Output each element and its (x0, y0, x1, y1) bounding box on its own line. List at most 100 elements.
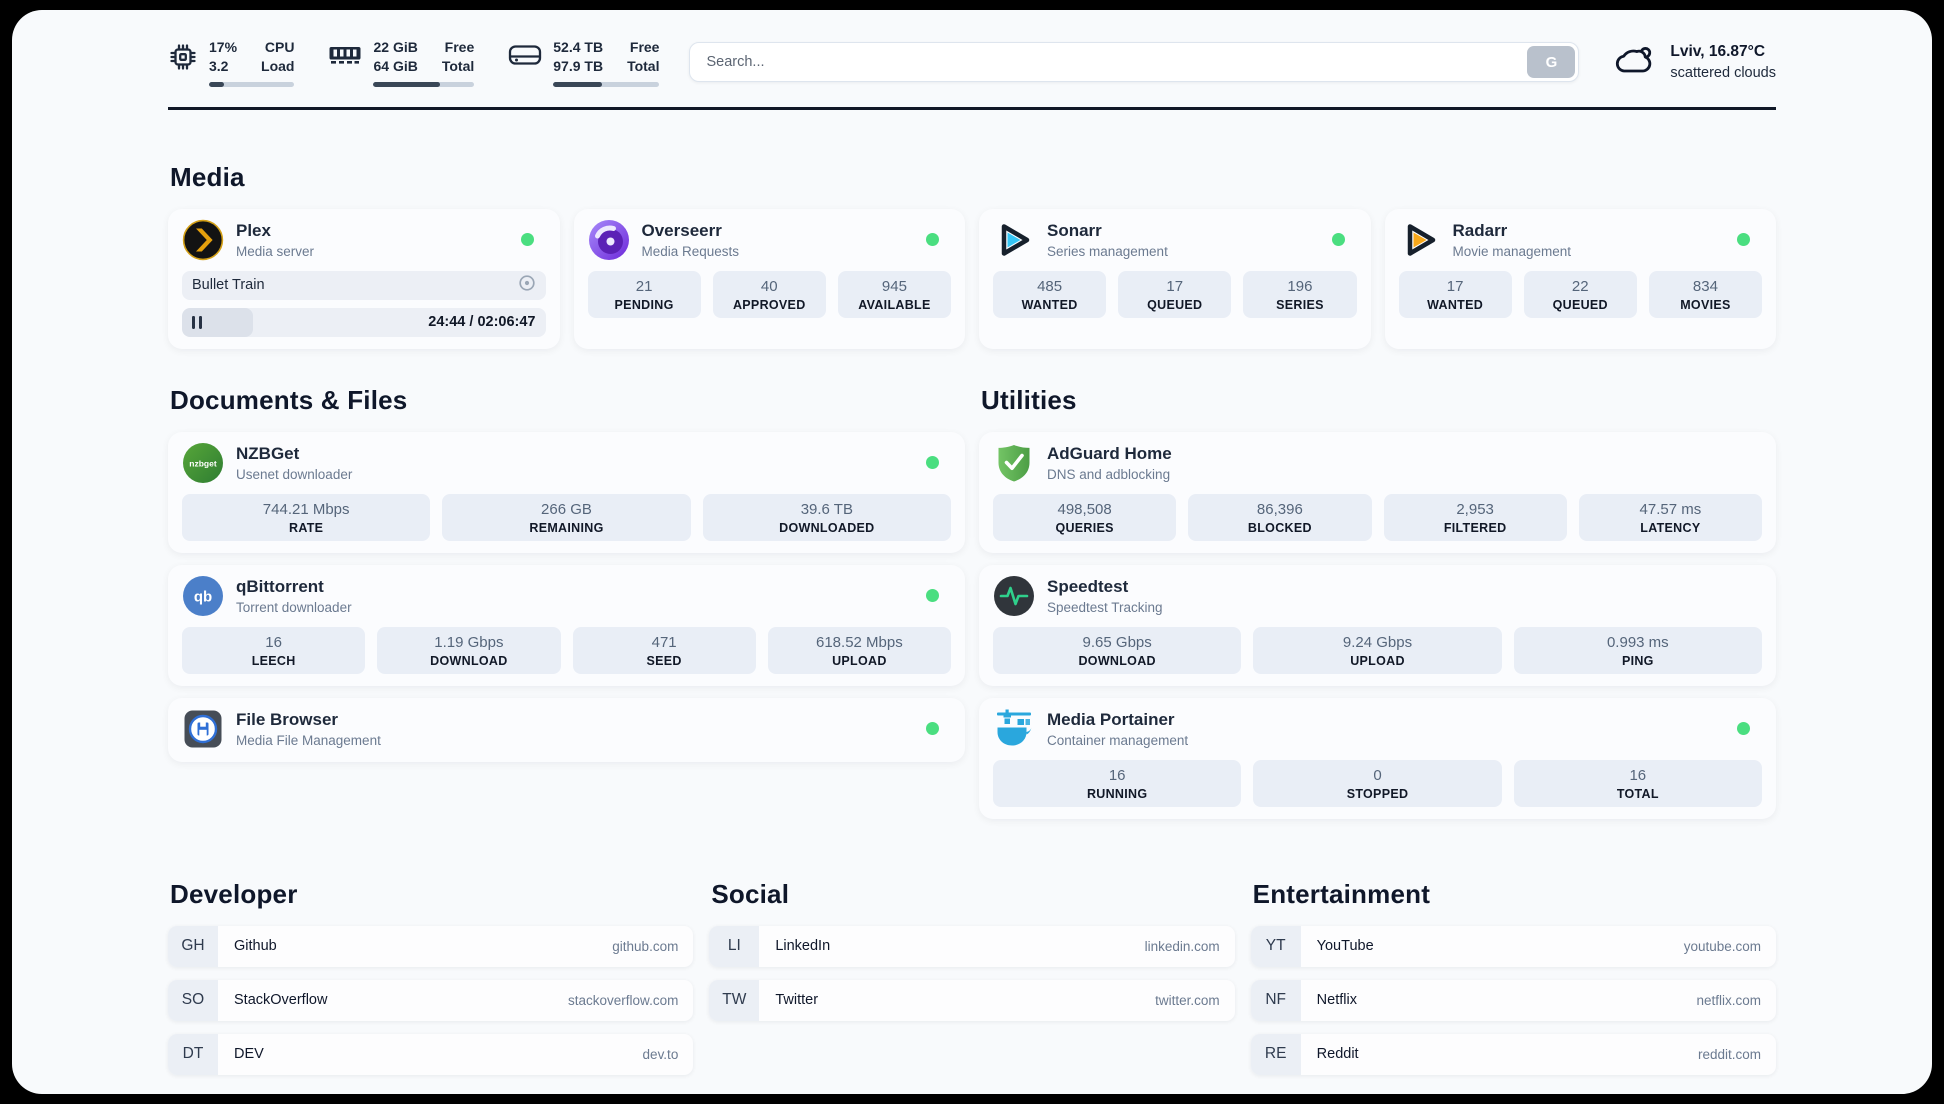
service-description: Media server (236, 243, 315, 259)
service-card-nzbget[interactable]: nzbget NZBGet Usenet downloader 744.21 M… (168, 431, 965, 553)
bookmark-name: LinkedIn (775, 938, 831, 955)
stat-block: 17 QUEUED (1118, 270, 1232, 318)
service-name: Speedtest (1047, 576, 1129, 596)
bookmark-row-netflix[interactable]: NF Netflix netflix.com (1250, 979, 1776, 1021)
status-dot (520, 233, 534, 247)
stat-block: 9.65 Gbps DOWNLOAD (993, 626, 1242, 674)
bookmark-row-dev[interactable]: DT DEV dev.to (168, 1033, 694, 1075)
service-card-qbittorrent[interactable]: qb qBittorrent Torrent downloader 16 LEE… (168, 564, 965, 686)
bookmark-abbr: YT (1250, 925, 1301, 967)
weather-summary: Lviv, 16.87°C (1670, 43, 1766, 61)
pause-button[interactable] (192, 315, 203, 329)
adguard-icon (993, 442, 1035, 484)
bookmark-url: twitter.com (1155, 992, 1220, 1008)
disk-total: 97.9 TB (553, 57, 604, 74)
service-name: Radarr (1452, 220, 1508, 240)
stat-block: 0 STOPPED (1253, 759, 1502, 807)
bookmark-name: StackOverflow (234, 992, 328, 1009)
now-playing-progress-row: 24:44 / 02:06:47 (182, 307, 546, 337)
service-name: Sonarr (1047, 220, 1102, 240)
bookmark-row-youtube[interactable]: YT YouTube youtube.com (1250, 925, 1776, 967)
service-card-plex[interactable]: Plex Media server Bullet Train (168, 208, 560, 349)
bookmark-url: dev.to (642, 1046, 679, 1062)
cpu-label: CPU (264, 39, 295, 55)
disk-progress-bar (553, 81, 660, 87)
service-card-sonarr[interactable]: Sonarr Series management 485 WANTED 17 Q… (979, 208, 1371, 349)
section-utilities: Utilities AdGuard Home DNS and (979, 385, 1776, 831)
bookmark-abbr: RE (1250, 1033, 1301, 1075)
section-title-developer: Developer (170, 878, 298, 909)
service-card-adguard[interactable]: AdGuard Home DNS and adblocking 498,508 … (979, 431, 1776, 553)
service-name: Media Portainer (1047, 709, 1175, 729)
bookmark-row-github[interactable]: GH Github github.com (168, 925, 694, 967)
sonarr-icon (993, 219, 1035, 261)
service-card-radarr[interactable]: Radarr Movie management 17 WANTED 22 QUE… (1384, 208, 1776, 349)
status-dot (926, 589, 939, 603)
bookmark-row-stackoverflow[interactable]: SO StackOverflow stackoverflow.com (168, 979, 694, 1021)
section-media: Media Plex Media server (168, 162, 1776, 349)
bookmark-name: DEV (234, 1046, 264, 1063)
service-name: Overseerr (641, 220, 722, 240)
bookmark-row-linkedin[interactable]: LI LinkedIn linkedin.com (709, 925, 1235, 967)
stat-block: 17 WANTED (1398, 270, 1512, 318)
section-title-documents: Documents & Files (170, 384, 408, 415)
portainer-icon (993, 708, 1035, 750)
memory-free: 22 GiB (373, 39, 418, 55)
stat-block: 16 TOTAL (1513, 759, 1762, 807)
status-dot (926, 456, 939, 470)
memory-free-label: Free (444, 39, 475, 55)
disk-total-label: Total (627, 57, 660, 74)
disk-icon (508, 38, 542, 68)
stat-block: 86,396 BLOCKED (1188, 493, 1372, 541)
now-playing-title-row: Bullet Train (182, 270, 546, 300)
stat-block: 16 LEECH (182, 626, 366, 674)
disk-widget: 52.4 TB 97.9 TB Free Total (508, 38, 660, 87)
header-divider (168, 106, 1776, 110)
service-card-speedtest[interactable]: Speedtest Speedtest Tracking 9.65 Gbps D… (979, 564, 1776, 686)
qbittorrent-icon: qb (182, 575, 224, 617)
bookmark-url: reddit.com (1697, 1046, 1761, 1062)
resource-monitors: 17% 3.2 CPU Load (168, 38, 660, 87)
disk-free: 52.4 TB (553, 39, 604, 55)
memory-widget: 22 GiB 64 GiB Free Total (328, 38, 475, 87)
service-card-portainer[interactable]: Media Portainer Container management 16 … (979, 697, 1776, 819)
bookmark-row-reddit[interactable]: RE Reddit reddit.com (1250, 1033, 1776, 1075)
bookmark-abbr: DT (168, 1033, 218, 1075)
plex-icon (182, 219, 224, 261)
video-icon (518, 274, 536, 296)
bookmark-url: netflix.com (1696, 992, 1761, 1008)
bookmark-row-twitter[interactable]: TW Twitter twitter.com (709, 979, 1235, 1021)
search-input[interactable] (690, 54, 1528, 71)
bookmark-abbr: NF (1250, 979, 1301, 1021)
section-documents: Documents & Files nzbget NZBGet (168, 385, 965, 774)
service-card-filebrowser[interactable]: File Browser Media File Management (168, 697, 965, 762)
stat-block: 40 APPROVED (712, 270, 826, 318)
memory-icon (328, 38, 362, 68)
stat-block: 22 QUEUED (1523, 270, 1637, 318)
status-dot (926, 722, 939, 736)
cpu-widget: 17% 3.2 CPU Load (168, 38, 295, 87)
service-card-overseerr[interactable]: Overseerr Media Requests 21 PENDING 40 A… (573, 208, 965, 349)
service-description: Media File Management (236, 732, 381, 748)
overseerr-icon (588, 219, 630, 261)
status-dot (1737, 233, 1750, 247)
cpu-icon (168, 38, 198, 72)
memory-total-label: Total (441, 57, 475, 74)
speedtest-icon (993, 575, 1035, 617)
playback-time: 24:44 / 02:06:47 (428, 313, 536, 330)
section-title-utilities: Utilities (981, 384, 1077, 415)
weather-condition: scattered clouds (1670, 65, 1776, 82)
status-dot (1737, 722, 1750, 736)
stat-block: 21 PENDING (587, 270, 701, 318)
stat-block: 471 SEED (572, 626, 756, 674)
bookmark-name: Netflix (1316, 992, 1357, 1009)
stat-block: 47.57 ms LATENCY (1578, 493, 1762, 541)
search-button[interactable]: G (1527, 46, 1576, 79)
bookmark-url: github.com (612, 938, 679, 954)
service-description: Usenet downloader (236, 466, 353, 482)
bookmark-group-social: Social LI LinkedIn linkedin.com TW Twitt… (709, 879, 1235, 1034)
bookmark-url: youtube.com (1683, 938, 1761, 954)
service-name: AdGuard Home (1047, 443, 1172, 463)
cpu-load: 3.2 (209, 57, 229, 74)
stat-block: 2,953 FILTERED (1383, 493, 1567, 541)
